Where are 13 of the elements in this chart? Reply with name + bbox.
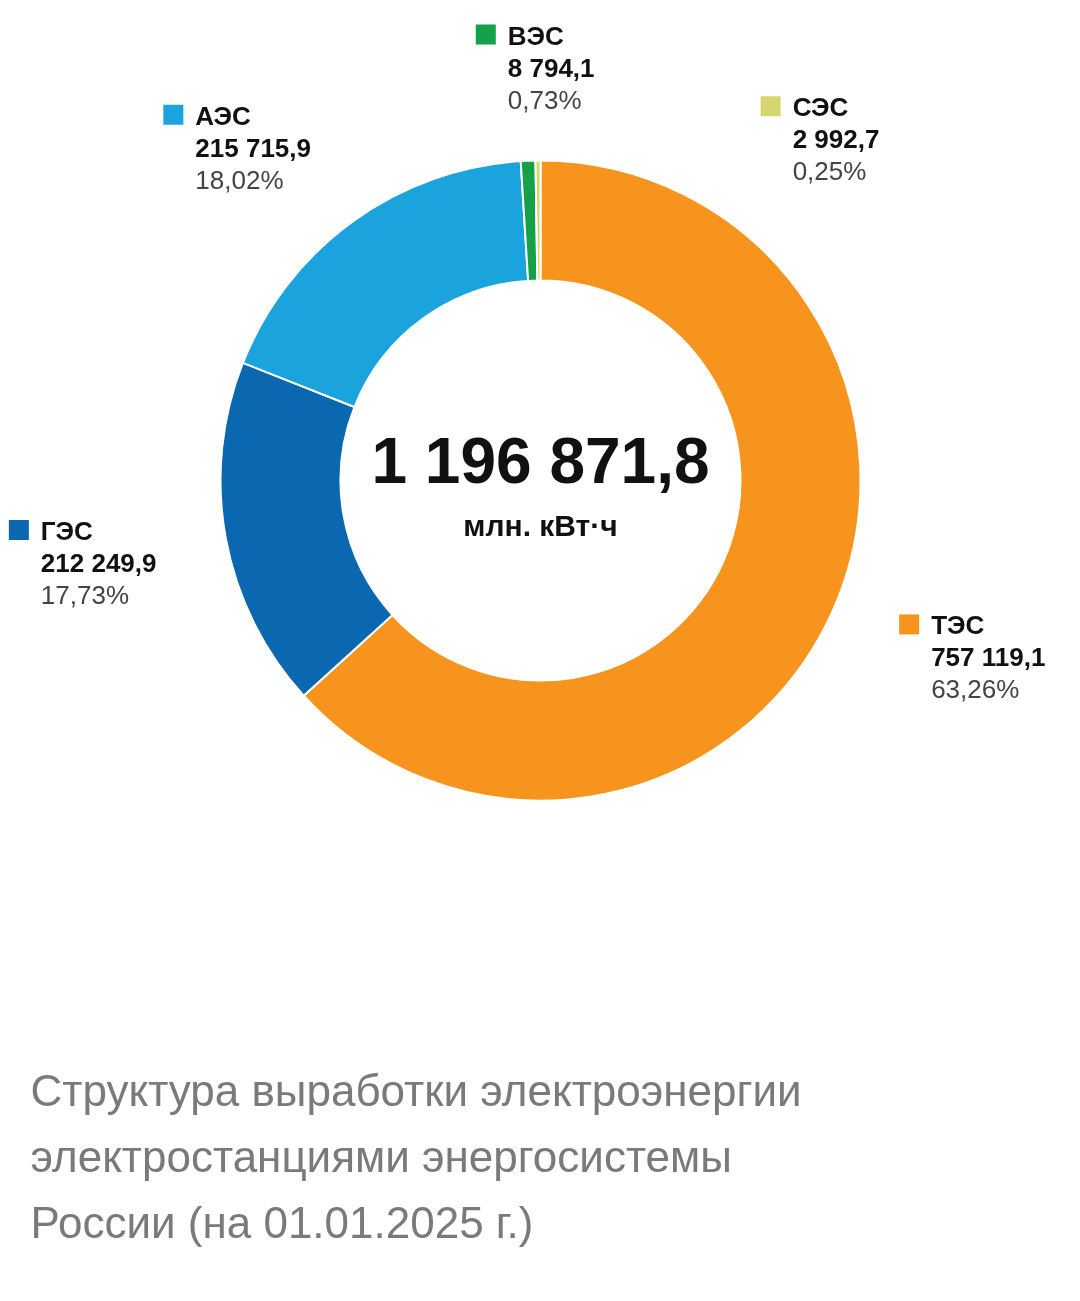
- text: Структура выработки электроэнергии электростанциями энергосистемы России (на 01.01.2025 г.): [30, 1065, 802, 1247]
- data-label: 212 249,9 17,73%: [40, 547, 157, 610]
- data-label: 215 715,9 18,02%: [195, 132, 312, 195]
- legend-label: ТЭС: [931, 610, 985, 641]
- legend-label: АЭС: [195, 100, 251, 131]
- data-label: 8 794,1 0,73%: [507, 52, 595, 115]
- text: 1 196 871,8: [371, 424, 710, 497]
- legend-label: СЭС: [792, 92, 849, 123]
- legend-label: ГЭС: [40, 515, 94, 546]
- legend-label: ВЭС: [507, 20, 565, 51]
- data-label: 2 992,7 0,25%: [792, 124, 880, 187]
- text: млн. кВт·ч: [463, 509, 618, 542]
- data-label: 757 119,1 63,26%: [931, 642, 1046, 705]
